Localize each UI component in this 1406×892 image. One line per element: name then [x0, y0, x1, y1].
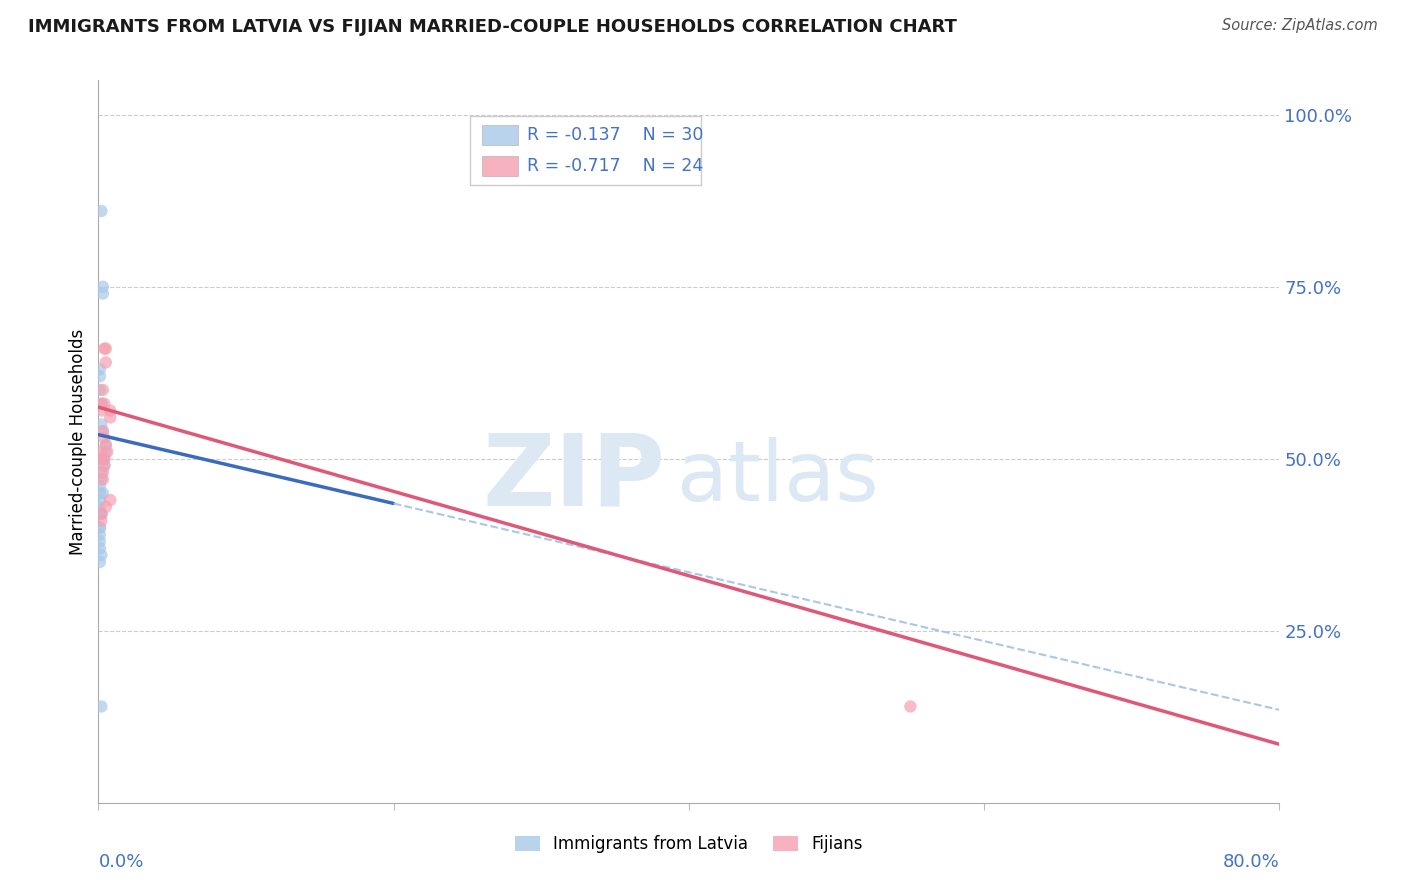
Point [91, 286, 114, 301]
Point [94, 445, 117, 459]
Point [90, 417, 112, 432]
Point [94, 438, 117, 452]
Text: Source: ZipAtlas.com: Source: ZipAtlas.com [1222, 18, 1378, 33]
Point [91, 424, 114, 438]
Point [91, 486, 114, 500]
Point [89, 362, 111, 376]
Point [91, 279, 114, 293]
FancyBboxPatch shape [482, 125, 517, 145]
Point [89, 500, 111, 514]
Point [91, 466, 114, 480]
Point [96, 445, 118, 459]
Point [91, 383, 114, 397]
Point [98, 403, 121, 417]
Point [89, 479, 111, 493]
Point [94, 438, 117, 452]
Point [89, 520, 111, 534]
Point [89, 527, 111, 541]
FancyBboxPatch shape [482, 156, 517, 177]
Legend: Immigrants from Latvia, Fijians: Immigrants from Latvia, Fijians [508, 828, 870, 860]
Point [90, 466, 112, 480]
Point [90, 507, 112, 521]
Point [91, 424, 114, 438]
Point [90, 507, 112, 521]
Point [89, 486, 111, 500]
Point [89, 541, 111, 556]
Point [93, 451, 115, 466]
Point [94, 355, 117, 369]
Point [98, 493, 121, 508]
Point [93, 451, 115, 466]
Point [89, 555, 111, 569]
Point [93, 458, 115, 473]
Point [89, 520, 111, 534]
Point [89, 493, 111, 508]
Text: atlas: atlas [678, 437, 879, 518]
Point [90, 445, 112, 459]
Point [94, 500, 117, 514]
Point [90, 204, 112, 219]
Point [98, 410, 121, 425]
Text: IMMIGRANTS FROM LATVIA VS FIJIAN MARRIED-COUPLE HOUSEHOLDS CORRELATION CHART: IMMIGRANTS FROM LATVIA VS FIJIAN MARRIED… [28, 18, 957, 36]
Point [90, 699, 112, 714]
Point [91, 472, 114, 486]
Point [93, 342, 115, 356]
Point [90, 397, 112, 411]
Point [89, 369, 111, 384]
Point [900, 699, 922, 714]
Text: R = -0.137    N = 30: R = -0.137 N = 30 [527, 126, 703, 145]
Point [90, 514, 112, 528]
Point [94, 342, 117, 356]
Text: 0.0%: 0.0% [98, 854, 143, 871]
Text: ZIP: ZIP [482, 429, 665, 526]
Point [90, 403, 112, 417]
FancyBboxPatch shape [471, 117, 700, 185]
Point [90, 472, 112, 486]
Point [93, 431, 115, 445]
Point [93, 397, 115, 411]
Text: 80.0%: 80.0% [1223, 854, 1279, 871]
Point [93, 458, 115, 473]
Point [89, 534, 111, 549]
Point [90, 397, 112, 411]
Y-axis label: Married-couple Households: Married-couple Households [69, 328, 87, 555]
Point [90, 507, 112, 521]
Text: R = -0.717    N = 24: R = -0.717 N = 24 [527, 157, 703, 175]
Point [89, 383, 111, 397]
Point [90, 548, 112, 562]
Point [91, 451, 114, 466]
